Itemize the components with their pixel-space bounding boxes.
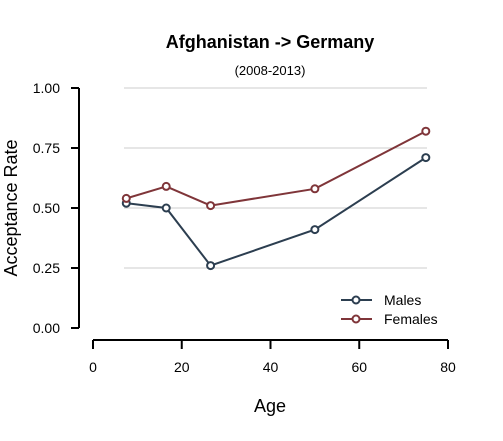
data-point	[206, 261, 216, 271]
y-tick-label: 0.50	[33, 200, 60, 216]
chart-subtitle: (2008-2013)	[235, 63, 306, 78]
gridlines	[124, 87, 427, 269]
data-point	[161, 203, 171, 213]
legend-label: Females	[384, 311, 438, 327]
legend-marker	[351, 314, 361, 324]
legend-marker	[351, 295, 361, 305]
y-axis-title: Acceptance Rate	[1, 139, 21, 276]
data-point	[121, 193, 131, 203]
series-lines	[121, 126, 431, 271]
x-tick-label: 80	[440, 359, 456, 375]
axes: 0.00 0.25 0.50 0.75 1.00 0 20 40 60 80	[33, 80, 456, 375]
chart-title: Afghanistan -> Germany	[166, 32, 375, 52]
legend: Males Females	[341, 292, 438, 327]
data-point	[206, 201, 216, 211]
data-point	[310, 184, 320, 194]
y-tick-label: 1.00	[33, 80, 60, 96]
y-tick-label: 0.75	[33, 140, 60, 156]
legend-label: Males	[384, 292, 421, 308]
series-line	[126, 156, 427, 267]
data-point	[310, 225, 320, 235]
y-tick-label: 0.25	[33, 260, 60, 276]
series-line	[125, 130, 427, 207]
x-tick-label: 60	[351, 359, 367, 375]
x-tick-label: 20	[174, 359, 190, 375]
x-tick-label: 0	[89, 359, 97, 375]
y-tick-label: 0.00	[33, 320, 60, 336]
x-axis-title: Age	[254, 396, 286, 416]
data-point	[421, 126, 431, 136]
data-point	[421, 153, 431, 163]
x-tick-label: 40	[263, 359, 279, 375]
data-point	[161, 181, 171, 191]
